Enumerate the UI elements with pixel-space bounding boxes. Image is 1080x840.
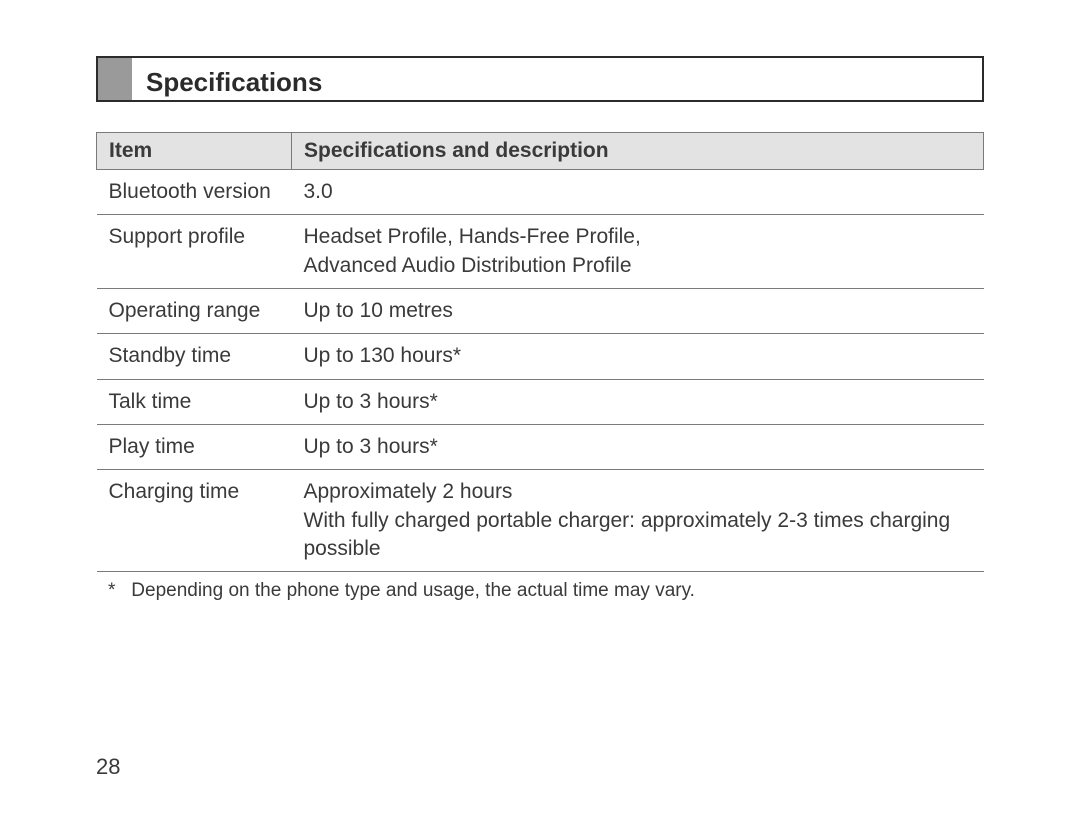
table-row: Charging time Approximately 2 hoursWith … [97, 470, 984, 572]
cell-spec: 3.0 [292, 170, 984, 215]
page-number: 28 [96, 754, 120, 780]
cell-item: Support profile [97, 215, 292, 289]
footnote-marker: * [108, 580, 126, 602]
table-row: Talk time Up to 3 hours* [97, 379, 984, 424]
title-accent-box [98, 58, 132, 100]
cell-item: Operating range [97, 289, 292, 334]
cell-item: Bluetooth version [97, 170, 292, 215]
col-header-spec: Specifications and description [292, 133, 984, 170]
specifications-table: Item Specifications and description Blue… [96, 132, 984, 572]
cell-item: Standby time [97, 334, 292, 379]
cell-item: Charging time [97, 470, 292, 572]
cell-spec: Up to 3 hours* [292, 425, 984, 470]
cell-spec: Headset Profile, Hands-Free Profile,Adva… [292, 215, 984, 289]
table-row: Play time Up to 3 hours* [97, 425, 984, 470]
table-row: Standby time Up to 130 hours* [97, 334, 984, 379]
cell-item: Play time [97, 425, 292, 470]
table-header-row: Item Specifications and description [97, 133, 984, 170]
cell-spec: Up to 10 metres [292, 289, 984, 334]
cell-item: Talk time [97, 379, 292, 424]
manual-page: Specifications Item Specifications and d… [0, 0, 1080, 602]
footnote-text: Depending on the phone type and usage, t… [131, 580, 695, 601]
cell-spec: Up to 3 hours* [292, 379, 984, 424]
table-row: Operating range Up to 10 metres [97, 289, 984, 334]
section-title: Specifications [132, 63, 336, 95]
cell-spec: Up to 130 hours* [292, 334, 984, 379]
footnote: * Depending on the phone type and usage,… [96, 572, 984, 602]
cell-spec: Approximately 2 hoursWith fully charged … [292, 470, 984, 572]
section-title-bar: Specifications [96, 56, 984, 102]
table-row: Bluetooth version 3.0 [97, 170, 984, 215]
col-header-item: Item [97, 133, 292, 170]
table-row: Support profile Headset Profile, Hands-F… [97, 215, 984, 289]
